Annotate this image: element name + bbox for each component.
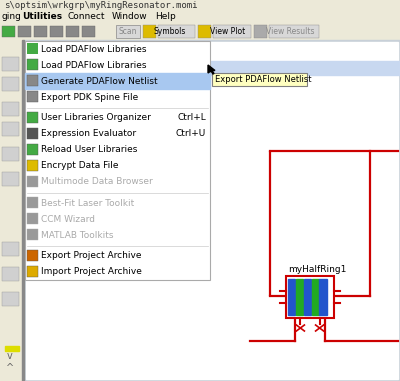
Bar [2, 122, 19, 136]
Text: View Plot: View Plot [210, 27, 246, 36]
Bar [27, 213, 38, 224]
Bar [26, 42, 398, 379]
Bar [296, 279, 303, 315]
Text: MATLAB Toolkits: MATLAB Toolkits [41, 231, 114, 240]
Text: Load PDAFlow Libraries: Load PDAFlow Libraries [41, 61, 146, 69]
Text: v: v [7, 351, 13, 361]
Text: Generate PDAFlow Netlist: Generate PDAFlow Netlist [41, 77, 158, 85]
Bar [312, 279, 319, 315]
Text: View Results: View Results [266, 27, 314, 36]
Text: Utilities: Utilities [22, 12, 62, 21]
Text: ^: ^ [6, 363, 14, 373]
Text: Load PDAFlow Libraries: Load PDAFlow Libraries [41, 45, 146, 53]
Bar [2, 172, 19, 186]
Text: Export PDAFlow Netlist: Export PDAFlow Netlist [215, 75, 312, 84]
Bar [254, 25, 267, 38]
Bar [269, 25, 319, 38]
Bar [286, 276, 334, 318]
Bar [27, 144, 38, 155]
Bar [25, 73, 210, 89]
Text: ging: ging [2, 12, 22, 21]
Bar [2, 292, 19, 306]
Text: Export PDK Spine File: Export PDK Spine File [41, 93, 138, 101]
Bar [27, 176, 38, 187]
Bar [27, 250, 38, 261]
Text: Best-Fit Laser Toolkit: Best-Fit Laser Toolkit [41, 199, 134, 208]
Bar [27, 229, 38, 240]
Text: Ctrl+U: Ctrl+U [176, 130, 206, 139]
Bar [22, 40, 24, 381]
Bar [27, 59, 38, 70]
Bar [320, 279, 326, 315]
Bar [5, 346, 19, 351]
Bar [27, 128, 38, 139]
Text: Help: Help [155, 12, 176, 21]
Text: Scan: Scan [119, 27, 137, 36]
Bar [2, 57, 19, 71]
Bar [116, 25, 140, 38]
Bar [27, 160, 38, 171]
Bar [27, 75, 38, 86]
Bar [198, 25, 211, 38]
Text: Window: Window [112, 12, 148, 21]
Bar [27, 91, 38, 102]
Bar [288, 279, 295, 315]
Bar [50, 26, 63, 37]
Bar [158, 25, 195, 38]
Bar [213, 25, 251, 38]
Bar [27, 43, 38, 54]
Bar [27, 112, 38, 123]
Bar [208, 61, 400, 75]
Bar [0, 23, 400, 40]
Text: CCM Wizard: CCM Wizard [41, 215, 95, 224]
Bar [0, 10, 400, 23]
Text: Multimode Data Browser: Multimode Data Browser [41, 178, 153, 187]
Text: Reload User Libraries: Reload User Libraries [41, 146, 137, 155]
Text: Import Project Archive: Import Project Archive [41, 267, 142, 277]
Text: s\optsim\wrkgrp\myRingResonator.momi: s\optsim\wrkgrp\myRingResonator.momi [4, 0, 198, 10]
Text: Export Project Archive: Export Project Archive [41, 251, 142, 261]
Bar [24, 40, 400, 381]
Bar [66, 26, 79, 37]
Bar [27, 197, 38, 208]
Bar [304, 279, 311, 315]
Bar [143, 25, 156, 38]
Polygon shape [208, 65, 215, 74]
Text: Connect: Connect [68, 12, 106, 21]
Bar [25, 41, 210, 280]
Bar [34, 26, 47, 37]
Text: Ctrl+L: Ctrl+L [177, 114, 206, 123]
Bar [0, 0, 400, 10]
Text: Symbols: Symbols [154, 27, 186, 36]
Text: User Libraries Organizer: User Libraries Organizer [41, 114, 151, 123]
Bar [2, 102, 19, 116]
Bar [2, 77, 19, 91]
Bar [2, 242, 19, 256]
Bar [2, 26, 15, 37]
Text: Expression Evaluator: Expression Evaluator [41, 130, 136, 139]
Text: Encrypt Data File: Encrypt Data File [41, 162, 118, 171]
Bar [0, 40, 22, 381]
Bar [212, 73, 307, 86]
Bar [18, 26, 31, 37]
Bar [2, 147, 19, 161]
Bar [82, 26, 95, 37]
Text: myHalfRing1: myHalfRing1 [288, 265, 346, 274]
Bar [27, 266, 38, 277]
Bar [2, 267, 19, 281]
